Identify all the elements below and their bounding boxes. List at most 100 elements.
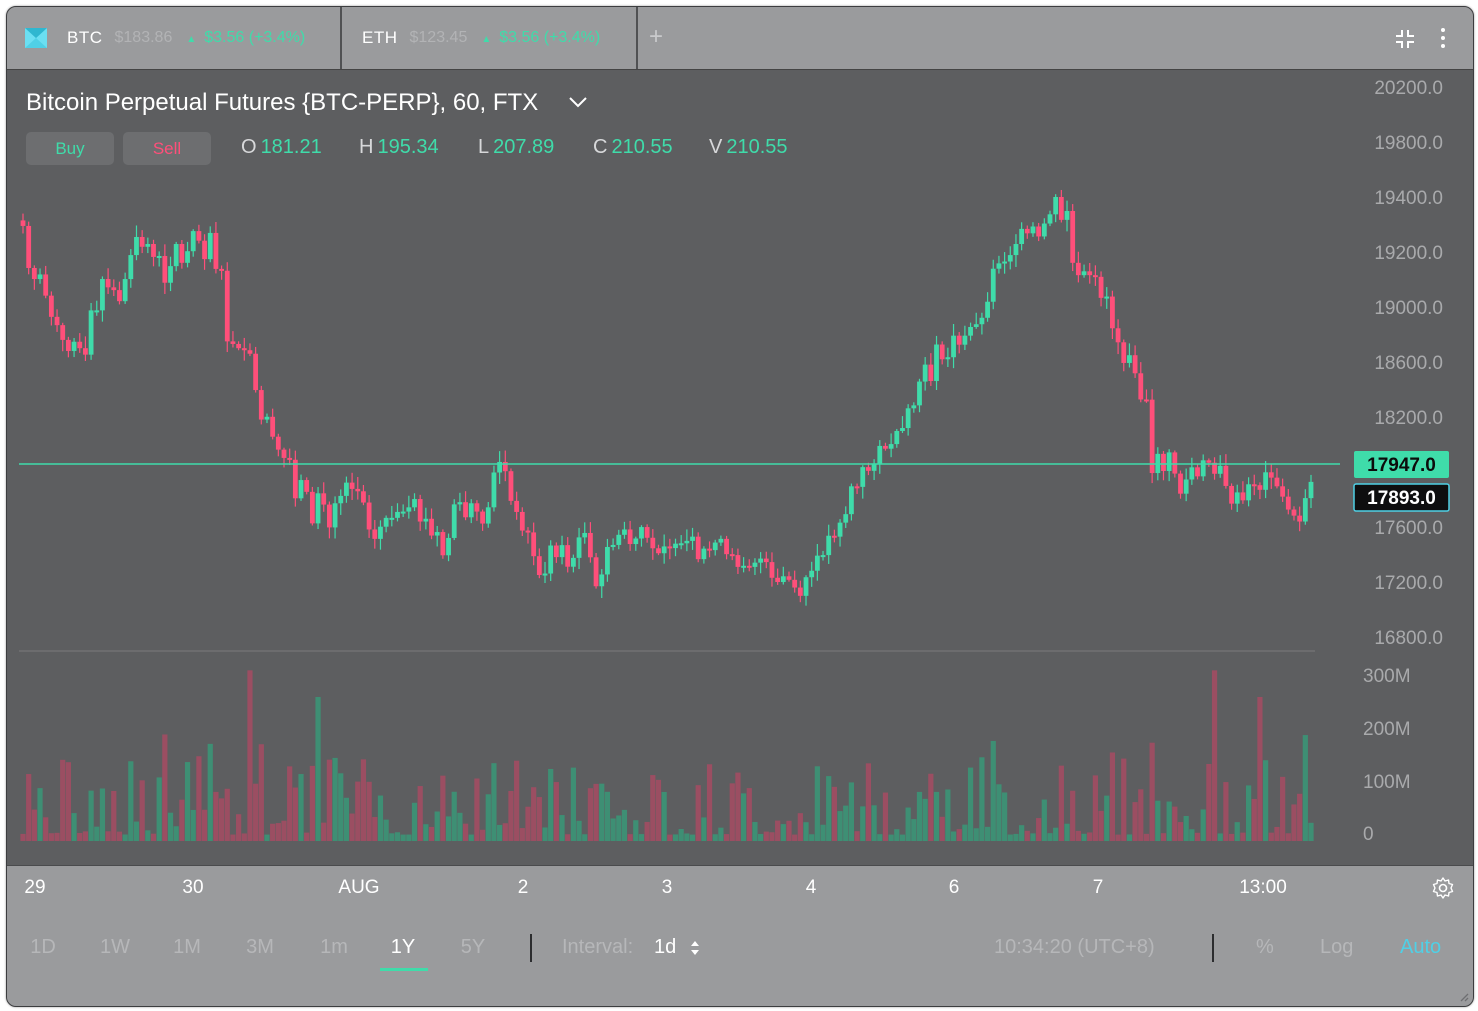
candle-body [1047, 214, 1053, 224]
volume-bar [60, 759, 66, 841]
volume-bar [230, 834, 236, 841]
volume-bar [1024, 830, 1030, 841]
candle-body [207, 232, 213, 260]
price-chart[interactable]: 20200.0 19800.0 19400.0 19200.0 19000.0 18600… [7, 7, 1473, 865]
volume-bar [746, 788, 752, 841]
candle-body [378, 526, 383, 539]
volume-bar [111, 791, 117, 841]
candle-body [1302, 498, 1308, 522]
tab-btc[interactable]: BTC $183.86 ▲ $3.56 (+3.4%) [7, 7, 342, 69]
volume-bar [1291, 804, 1297, 841]
volume-bar [882, 792, 889, 841]
volume-bar [326, 759, 332, 841]
volume-bar [281, 820, 287, 841]
volume-bar [298, 774, 304, 841]
candle-body [355, 488, 361, 492]
volume-bar [519, 828, 525, 841]
candle-body [877, 445, 883, 464]
volume-bar [1002, 792, 1008, 841]
volume-bar [1177, 822, 1184, 841]
time-axis[interactable]: 29 30 AUG 2 3 4 6 7 13:00 [7, 865, 1473, 911]
log-toggle[interactable]: Log [1320, 936, 1354, 958]
volume-bar [786, 820, 792, 841]
volume-bar [950, 831, 957, 841]
volume-bar [689, 834, 696, 841]
range-5y[interactable]: 5Y [460, 936, 486, 958]
volume-bar [848, 782, 855, 841]
candle-body [43, 274, 49, 296]
auto-toggle[interactable]: Auto [1400, 936, 1442, 958]
candle-body [440, 532, 446, 556]
volume-bar [729, 783, 735, 841]
volume-bar [916, 791, 923, 841]
volume-bar [207, 743, 213, 841]
tab-eth[interactable]: ETH $123.45 ▲ $3.56 (+3.4%) [342, 7, 638, 69]
candle-body [1217, 465, 1223, 474]
range-1d[interactable]: 1D [30, 936, 56, 958]
volume-bar [928, 773, 934, 841]
candle-body [366, 502, 372, 530]
candle-body [332, 503, 338, 528]
volume-bar [1047, 833, 1053, 841]
candle-body [292, 459, 298, 499]
add-tab-button[interactable]: + [649, 23, 664, 50]
volume-bar [82, 831, 89, 841]
candle-body [1132, 355, 1138, 374]
interval-select[interactable]: 1d [654, 936, 677, 958]
volume-bar [718, 827, 724, 841]
candle-body [1178, 473, 1183, 494]
volume-bar [667, 834, 673, 841]
candle-body [588, 532, 593, 558]
percent-toggle[interactable]: % [1256, 936, 1274, 958]
volume-bar [650, 775, 656, 841]
ftx-logo-icon [25, 28, 47, 48]
volume-bar [1194, 832, 1201, 841]
candle-body [758, 558, 764, 563]
candle-body [939, 344, 945, 360]
candle-body [1172, 452, 1178, 474]
volume-bar [440, 775, 446, 841]
range-3m[interactable]: 3M [246, 936, 274, 958]
range-1w[interactable]: 1W [100, 936, 130, 958]
updown-arrows-icon[interactable] [690, 938, 700, 958]
candle-body [196, 231, 202, 241]
volume-bar [604, 791, 611, 841]
sell-button[interactable]: Sell [123, 132, 211, 165]
volume-bar [411, 802, 418, 841]
more-vertical-icon[interactable] [1439, 27, 1447, 49]
resize-handle-icon[interactable] [1457, 990, 1469, 1002]
volume-bar [1064, 823, 1070, 841]
candle-body [151, 244, 156, 257]
volume-bar [1223, 782, 1229, 841]
volume-bar [837, 811, 843, 841]
gear-icon[interactable] [1431, 876, 1455, 900]
candle-body [718, 538, 724, 543]
candle-body [54, 316, 60, 326]
chevron-down-icon[interactable] [568, 95, 588, 109]
candle-body [752, 562, 758, 567]
up-arrow-icon: ▲ [481, 34, 492, 45]
candle-body [605, 546, 610, 575]
range-1min[interactable]: 1m [320, 936, 348, 958]
candle-body [26, 225, 32, 268]
volume-bar [610, 818, 616, 841]
candle-body [673, 543, 678, 549]
candle-body [451, 504, 457, 538]
range-1y[interactable]: 1Y [390, 936, 416, 958]
volume-bar [1041, 799, 1047, 841]
collapse-icon[interactable] [1395, 29, 1415, 49]
candle-body [650, 537, 656, 549]
candle-body [77, 341, 83, 349]
volume-bar [616, 815, 622, 841]
candle-body [990, 268, 996, 302]
candle-body [769, 562, 775, 578]
candle-body [985, 301, 990, 318]
volume-bar [1302, 735, 1308, 841]
volume-bar [792, 834, 798, 841]
candle-body [1115, 328, 1121, 343]
buy-button[interactable]: Buy [26, 132, 114, 165]
volume-bar [37, 788, 43, 841]
candle-body [173, 244, 179, 267]
candle-body [1308, 481, 1314, 499]
range-1m[interactable]: 1M [173, 936, 201, 958]
